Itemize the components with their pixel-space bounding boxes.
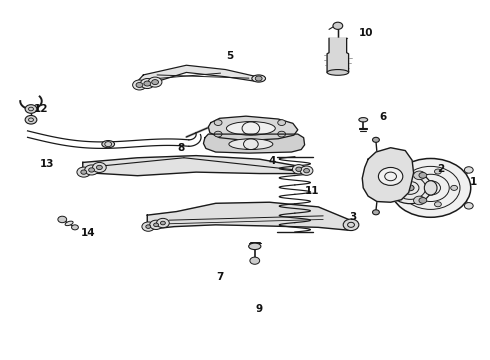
Circle shape [160,221,165,225]
Circle shape [296,167,302,171]
Ellipse shape [424,181,437,195]
Circle shape [293,165,305,174]
Polygon shape [83,156,300,176]
Polygon shape [203,134,305,153]
Text: 14: 14 [80,228,95,238]
Circle shape [435,202,441,207]
Circle shape [148,77,162,87]
Circle shape [214,120,222,126]
Circle shape [141,78,154,89]
Text: 8: 8 [177,143,184,153]
Text: 9: 9 [255,304,262,314]
Ellipse shape [327,69,348,75]
Circle shape [465,203,473,209]
Ellipse shape [102,140,115,148]
Circle shape [372,137,379,142]
Circle shape [97,165,102,170]
Text: 4: 4 [268,156,275,166]
Circle shape [465,167,473,173]
Text: 5: 5 [226,51,233,61]
Circle shape [419,172,427,178]
Circle shape [89,168,95,172]
Text: 7: 7 [216,272,223,282]
Ellipse shape [359,118,368,122]
Circle shape [300,166,313,175]
Text: 6: 6 [379,112,387,122]
Circle shape [146,225,151,228]
Circle shape [142,222,155,231]
Ellipse shape [248,243,261,249]
Polygon shape [208,116,298,140]
Circle shape [372,210,379,215]
Circle shape [154,223,159,226]
Ellipse shape [226,122,275,135]
Ellipse shape [65,221,73,226]
Circle shape [406,185,414,191]
Circle shape [378,167,403,185]
Text: 1: 1 [470,177,477,187]
Circle shape [93,162,106,172]
Circle shape [58,216,67,223]
Circle shape [414,196,425,205]
Circle shape [278,120,286,126]
Circle shape [414,171,425,180]
Circle shape [144,81,151,86]
Text: 10: 10 [359,28,373,38]
Circle shape [150,220,162,229]
Polygon shape [139,65,254,86]
Polygon shape [147,202,353,230]
Circle shape [304,168,310,173]
Polygon shape [327,39,348,72]
Text: 13: 13 [40,159,54,169]
Circle shape [278,131,286,137]
Text: 11: 11 [305,186,319,197]
Circle shape [136,82,143,87]
Circle shape [157,219,169,228]
Circle shape [77,167,91,177]
Circle shape [25,116,37,124]
Circle shape [133,80,147,90]
Polygon shape [362,148,414,202]
Circle shape [408,195,415,201]
Ellipse shape [252,75,266,82]
Circle shape [333,22,343,30]
Circle shape [25,105,37,113]
Circle shape [85,165,98,175]
Circle shape [72,225,78,230]
Circle shape [419,198,427,203]
Text: 3: 3 [349,212,356,221]
Circle shape [435,169,441,174]
Circle shape [152,80,159,85]
Circle shape [255,76,262,81]
Text: 2: 2 [437,164,444,174]
Circle shape [389,172,432,204]
Circle shape [343,219,359,230]
Circle shape [81,170,87,174]
Circle shape [408,175,415,180]
Circle shape [250,257,260,264]
Circle shape [451,185,458,190]
Ellipse shape [229,139,273,149]
Circle shape [391,158,471,217]
Circle shape [214,131,222,137]
Text: 12: 12 [33,104,48,114]
